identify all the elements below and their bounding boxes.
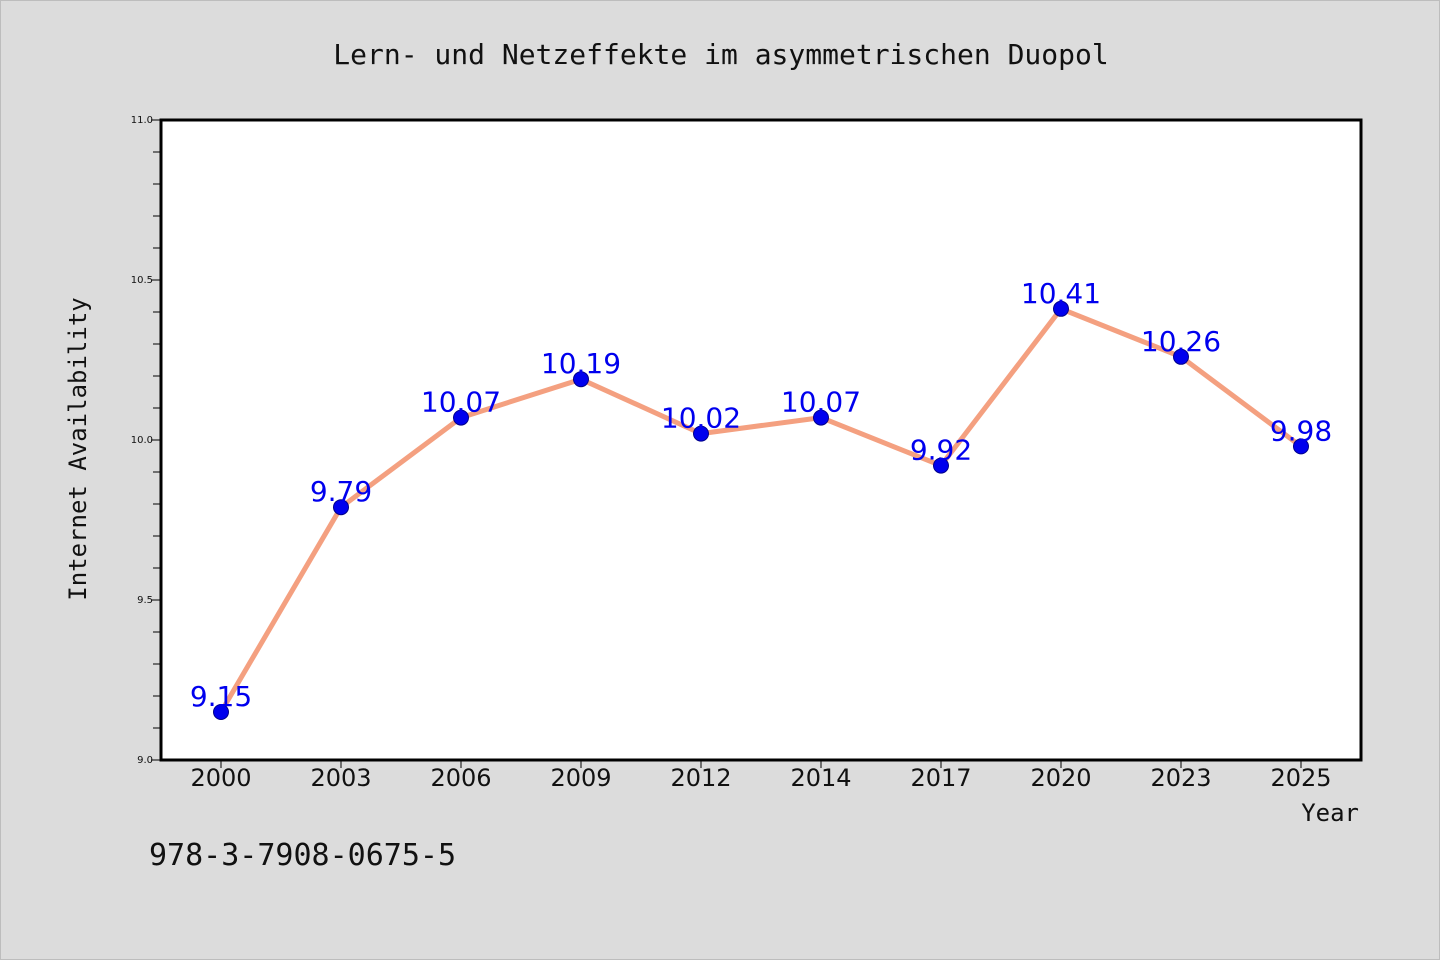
y-tick-label: 9.5	[137, 595, 153, 606]
y-axis-label: Internet Availability	[64, 297, 92, 600]
x-tick-label: 2025	[1270, 764, 1331, 792]
x-axis-label: Year	[1301, 799, 1359, 827]
markers-group	[213, 300, 1309, 720]
x-axis: 2000 2003 2006 2009 2012 2014 2017 2020 2023 2025	[190, 760, 1332, 792]
series-line	[218, 306, 1304, 715]
x-tick-label: 2023	[1150, 764, 1211, 792]
data-point	[213, 704, 229, 720]
chart-title: Lern- und Netzeffekte im asymmetrischen …	[333, 38, 1108, 71]
data-label: 9.92	[910, 434, 972, 467]
data-label: 10.41	[1021, 277, 1101, 310]
data-point	[1293, 438, 1309, 455]
series-line-group	[218, 306, 1304, 715]
data-label: 10.07	[421, 386, 501, 419]
data-label: 9.79	[310, 475, 372, 508]
x-tick-label: 2014	[790, 764, 851, 792]
x-tick-label: 2020	[1030, 764, 1091, 792]
data-point	[333, 499, 349, 516]
plot-area	[159, 118, 1363, 762]
y-axis: 9.0 9.5 10.0 10.5 11.0	[131, 115, 161, 766]
x-tick-label: 2003	[310, 764, 371, 792]
data-label: 10.02	[661, 402, 741, 435]
y-tick-label: 9.0	[137, 755, 153, 766]
data-point	[693, 425, 709, 442]
x-tick-label: 2012	[670, 764, 731, 792]
data-point	[1053, 300, 1069, 317]
y-tick-label: 10.5	[131, 275, 153, 286]
y-tick-label: 10.0	[131, 435, 153, 446]
x-tick-label: 2006	[430, 764, 491, 792]
data-point	[813, 409, 829, 426]
data-label: 9.15	[190, 680, 252, 713]
x-tick-label: 2017	[910, 764, 971, 792]
data-point	[453, 409, 469, 426]
data-point	[573, 371, 589, 388]
data-label: 10.26	[1141, 325, 1221, 358]
data-point	[933, 457, 949, 474]
data-label: 10.19	[541, 347, 621, 380]
y-tick-label: 11.0	[131, 115, 153, 126]
data-labels-group: 9.15 9.79 10.07 10.19 10.02 10.07 9.92 10.41 10.…	[190, 277, 1332, 713]
x-tick-label: 2000	[190, 764, 251, 792]
x-tick-label: 2009	[550, 764, 611, 792]
isbn-text: 978-3-7908-0675-5	[149, 838, 456, 873]
data-label: 10.07	[781, 386, 861, 419]
data-point	[1173, 348, 1189, 365]
data-label: 9.98	[1270, 414, 1332, 447]
